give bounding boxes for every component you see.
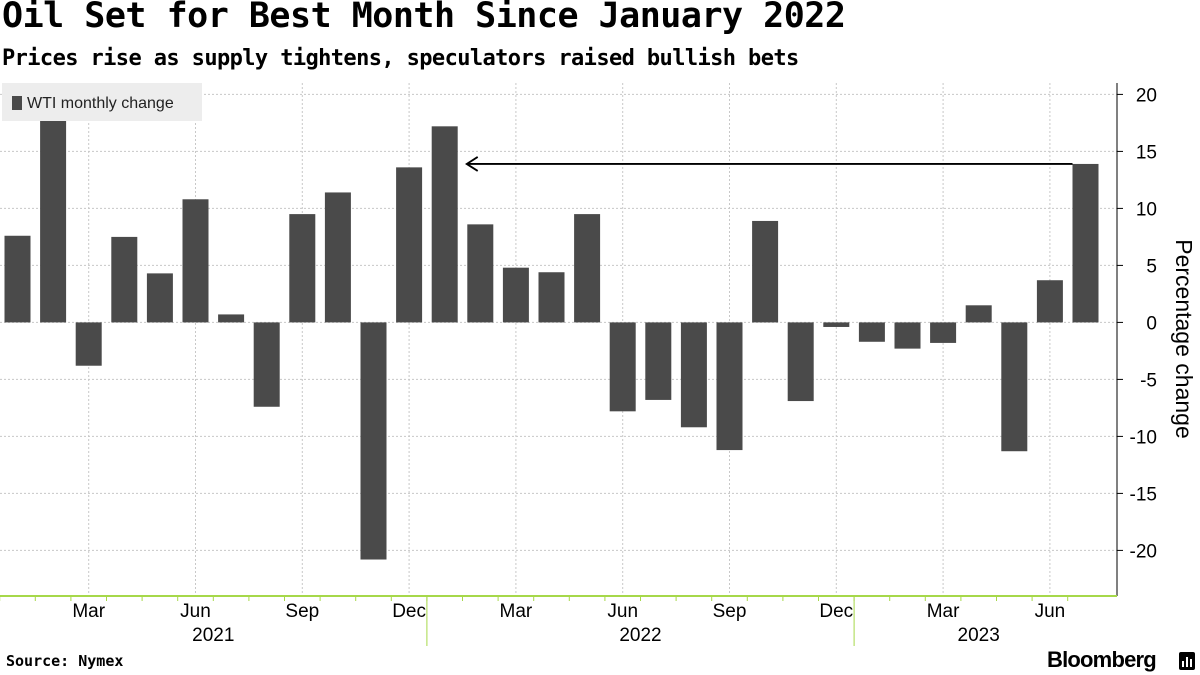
bar [289,214,316,323]
bar [182,199,209,323]
bar [4,235,31,323]
y-tick-label: 10 [1136,199,1157,220]
bar [823,322,850,327]
y-tick-label: -20 [1130,541,1157,562]
legend-label: WTI monthly change [27,95,174,112]
bar [858,322,885,342]
bar [253,322,280,407]
bar [502,267,529,323]
x-year-label: 2021 [192,625,234,646]
x-year-label: 2022 [619,625,661,646]
x-tick-label: Sep [713,601,747,622]
bar [752,220,779,323]
bar [218,314,245,323]
annotations [465,156,1073,172]
y-tick-label: 5 [1146,256,1157,277]
bar [431,126,458,323]
bars [4,119,1099,560]
y-axis-label: Percentage change [1171,239,1197,439]
x-tick-label: Mar [72,601,105,622]
legend: WTI monthly change [2,83,202,121]
x-tick-label: Jun [180,601,211,622]
bar [930,322,957,343]
bar [40,119,67,323]
x-tick-label: Jun [1035,601,1066,622]
bar [716,322,743,451]
bar [965,305,992,323]
x-tick-label: Mar [927,601,960,622]
x-tick-label: Sep [285,601,319,622]
bar [360,322,387,560]
y-tick-label: 20 [1136,85,1157,106]
bloomberg-logo: Bloomberg [1047,647,1157,672]
bar [324,192,351,323]
bar [146,273,173,323]
bar [1072,163,1099,323]
bar [894,322,921,349]
bar [538,272,565,323]
x-axis: Mar Jun Sep Dec Mar Jun Sep Dec Mar Jun 2021 2022 20… [0,595,1117,646]
y-tick-label: -10 [1130,427,1157,448]
bar [75,322,102,366]
x-tick-label: Dec [819,601,853,622]
source-note: Source: Nymex [6,652,124,670]
x-tick-label: Mar [500,601,533,622]
bar [680,322,707,428]
x-tick-label: Dec [392,601,426,622]
x-tick-label: Jun [607,601,638,622]
legend-background [2,83,202,121]
y-tick-label: -5 [1140,370,1157,391]
bar [1001,322,1028,452]
chart-title: Oil Set for Best Month Since January 202… [2,0,846,36]
x-year-label: 2023 [958,625,1000,646]
y-tick-label: -15 [1130,484,1157,505]
bar [111,236,138,323]
legend-swatch [12,96,22,110]
bar [396,167,423,323]
chart-subtitle: Prices rise as supply tightens, speculat… [2,46,799,71]
bar [574,214,601,323]
y-axis: 20 15 10 5 0 -5 -10 -15 -20 [1116,83,1157,596]
arrow-head [465,156,479,172]
bar [467,224,494,323]
y-tick-label: 0 [1146,313,1157,334]
bar [787,322,814,402]
y-tick-label: 15 [1136,142,1157,163]
bloomberg-chart-icon [1179,652,1195,670]
bar [1036,280,1063,323]
bar [609,322,636,412]
bar [645,322,672,400]
